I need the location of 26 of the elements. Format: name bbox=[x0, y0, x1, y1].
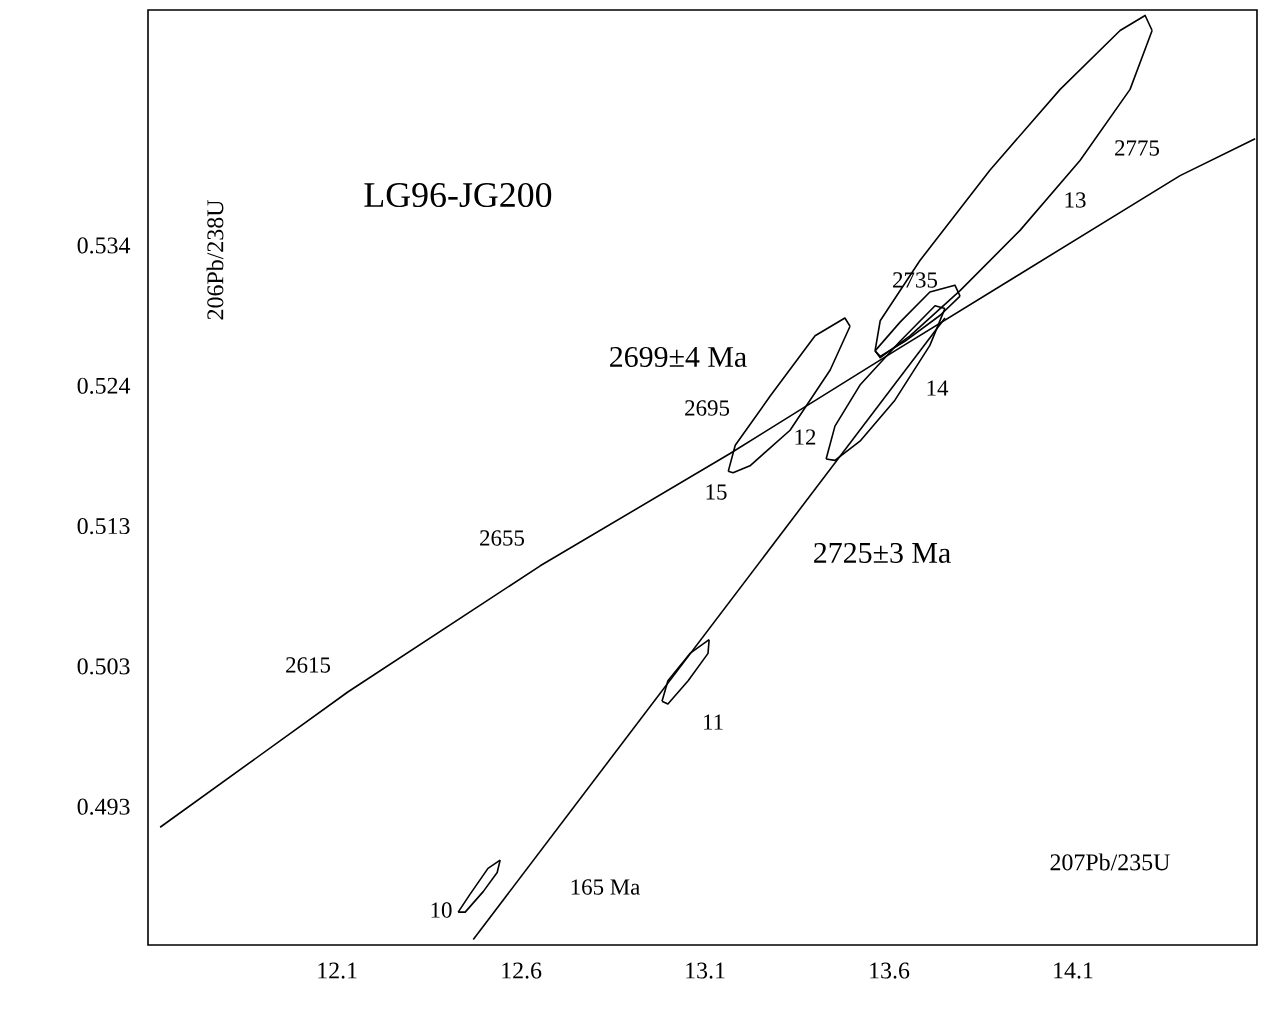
annotation: 10 bbox=[431, 902, 452, 918]
annotation: 14 bbox=[927, 380, 949, 396]
x-tick-label: 12.6 bbox=[502, 962, 542, 979]
annotation: 2699±4 Ma bbox=[610, 346, 747, 368]
y-tick-label: 0.513 bbox=[77, 517, 130, 535]
annotation: 11 bbox=[704, 714, 723, 730]
annotation: 15 bbox=[706, 484, 727, 500]
x-tick-label: 13.1 bbox=[686, 962, 725, 979]
annotation: 12 bbox=[795, 429, 816, 445]
annotation: 2775 bbox=[1115, 140, 1160, 156]
y-tick-label: 0.534 bbox=[77, 237, 131, 254]
annotation: 13 bbox=[1065, 192, 1086, 208]
y-tick-label: 0.503 bbox=[77, 658, 130, 675]
text: LG96-JG200 bbox=[364, 182, 552, 208]
annotation: 2615 bbox=[286, 657, 331, 673]
x-tick-label: 14.1 bbox=[1054, 962, 1093, 979]
annotation: 165 Ma bbox=[571, 879, 640, 895]
y-axis-title: 206Pb/238U bbox=[206, 200, 224, 320]
annotation: 2695 bbox=[685, 400, 730, 416]
x-tick-label: 12.1 bbox=[318, 962, 357, 979]
annotation: 2725±3 Ma bbox=[814, 542, 951, 563]
y-tick-label: 0.524 bbox=[77, 377, 131, 394]
x-axis-title: 207Pb/235U bbox=[1050, 853, 1170, 871]
x-tick-label: 13.6 bbox=[870, 962, 910, 979]
y-tick-label: 0.493 bbox=[77, 798, 130, 815]
annotation: 2655 bbox=[480, 530, 525, 546]
